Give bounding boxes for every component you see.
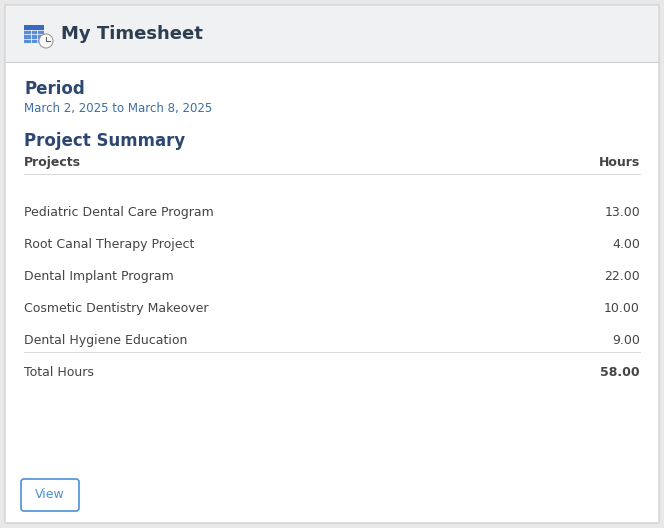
Text: Dental Implant Program: Dental Implant Program [24,270,174,283]
Text: 13.00: 13.00 [604,206,640,219]
FancyBboxPatch shape [5,5,659,523]
Circle shape [40,35,52,47]
Text: 58.00: 58.00 [600,366,640,379]
Text: Root Canal Therapy Project: Root Canal Therapy Project [24,238,195,251]
Text: Project Summary: Project Summary [24,132,185,150]
Text: Cosmetic Dentistry Makeover: Cosmetic Dentistry Makeover [24,302,208,315]
Text: Pediatric Dental Care Program: Pediatric Dental Care Program [24,206,214,219]
Text: 4.00: 4.00 [612,238,640,251]
Text: 22.00: 22.00 [604,270,640,283]
Text: March 2, 2025 to March 8, 2025: March 2, 2025 to March 8, 2025 [24,102,212,115]
Text: View: View [35,488,65,502]
Text: 9.00: 9.00 [612,334,640,347]
Text: Total Hours: Total Hours [24,366,94,379]
Text: 10.00: 10.00 [604,302,640,315]
Text: Projects: Projects [24,156,81,169]
Circle shape [39,34,53,48]
Text: My Timesheet: My Timesheet [61,25,203,43]
Text: Hours: Hours [599,156,640,169]
Bar [6,6,658,62]
Text: Dental Hygiene Education: Dental Hygiene Education [24,334,187,347]
Bar [24,25,44,43]
Text: Period: Period [24,80,85,98]
Bar [24,25,44,30]
FancyBboxPatch shape [21,479,79,511]
